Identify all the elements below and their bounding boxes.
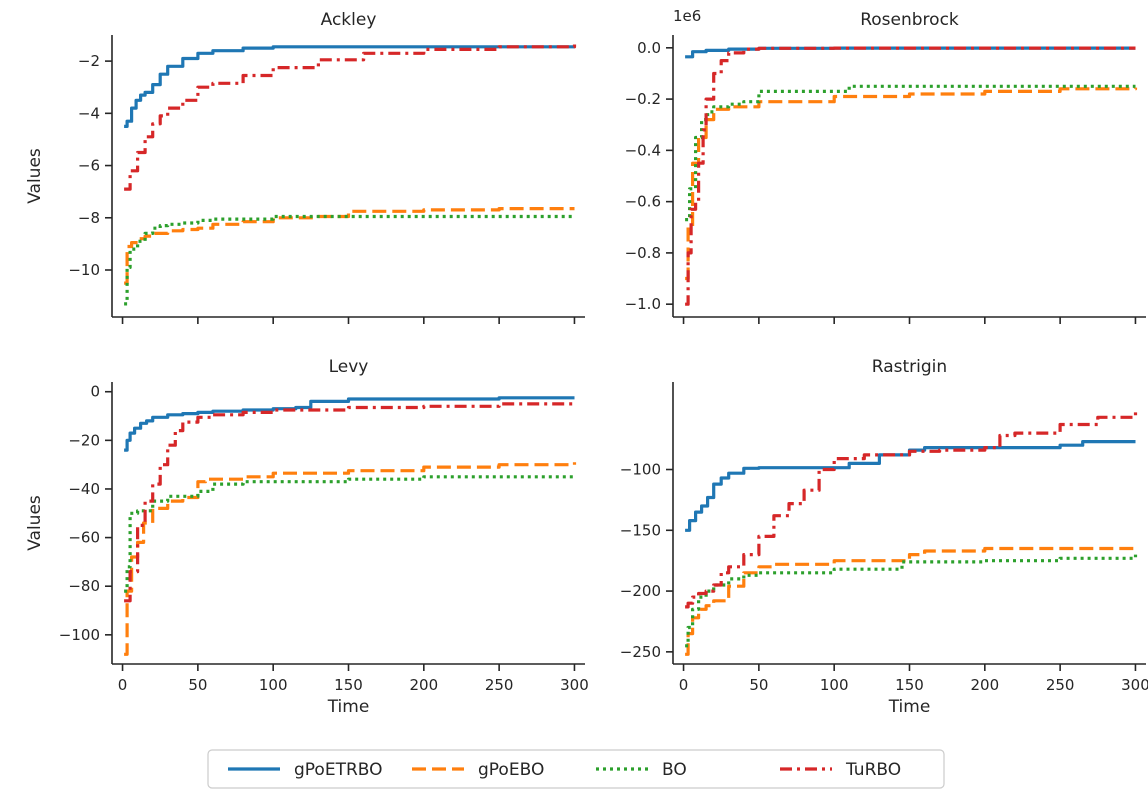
series-line-bo xyxy=(124,214,575,306)
subplot-title: Levy xyxy=(329,357,369,377)
axis-offset-text: 1e6 xyxy=(673,7,701,25)
y-tick-label: −8 xyxy=(78,209,100,227)
x-tick-label: 250 xyxy=(485,676,514,694)
series-line-gpoebo xyxy=(685,87,1138,281)
y-tick-label: −0.2 xyxy=(625,90,661,108)
y-tick-label: −20 xyxy=(68,431,100,449)
y-tick-label: −4 xyxy=(78,104,100,122)
series-line-turbo xyxy=(124,42,577,191)
subplot-ackley: Ackley −10 −8 −6 −4 −2 Values xyxy=(25,10,585,324)
legend-label: gPoEBO xyxy=(478,760,544,780)
x-tick-label: 250 xyxy=(1046,676,1075,694)
y-tick-label: −6 xyxy=(78,157,100,175)
legend-label: TuRBO xyxy=(845,760,901,780)
y-tick-label: −10 xyxy=(68,261,100,279)
series-line-gpoetrbo xyxy=(124,45,575,128)
series-line-turbo xyxy=(685,412,1138,609)
x-tick-label: 300 xyxy=(560,676,589,694)
x-tick-label: 150 xyxy=(334,676,363,694)
x-axis-label: Time xyxy=(327,697,370,717)
y-tick-label: −250 xyxy=(620,643,661,661)
subplot-rastrigin: Rastrigin −250 −200 −150 −100 0 50 100 150 200 250… xyxy=(620,357,1148,717)
y-tick-label: −200 xyxy=(620,582,661,600)
x-tick-label: 0 xyxy=(118,676,128,694)
x-tick-label: 50 xyxy=(749,676,768,694)
y-axis-label: Values xyxy=(25,148,45,204)
subplot-rosenbrock: Rosenbrock −1.0 −0.8 −0.6 −0.4 −0.2 0.0 1e6 xyxy=(625,7,1146,324)
series-line-bo xyxy=(124,475,575,593)
y-tick-label: −100 xyxy=(620,461,661,479)
series-line-gpoetrbo xyxy=(124,396,575,452)
x-tick-label: 300 xyxy=(1121,676,1148,694)
x-tick-label: 150 xyxy=(895,676,924,694)
legend-label: gPoETRBO xyxy=(294,760,383,780)
subplot-grid: Ackley −10 −8 −6 −4 −2 Values Rosenbrock −1.0 −0.… xyxy=(25,7,1148,717)
y-tick-label: −100 xyxy=(59,626,100,644)
y-tick-label: −0.6 xyxy=(625,193,661,211)
legend-label: BO xyxy=(662,760,687,780)
series-line-gpoebo xyxy=(124,462,577,656)
y-tick-label: 0 xyxy=(90,383,100,401)
subplot-title: Ackley xyxy=(321,10,377,30)
subplot-title: Rastrigin xyxy=(872,357,947,377)
x-tick-label: 50 xyxy=(188,676,207,694)
series-line-gpoebo xyxy=(685,546,1136,656)
x-tick-label: 0 xyxy=(679,676,689,694)
subplot-title: Rosenbrock xyxy=(860,10,959,30)
y-tick-label: −0.8 xyxy=(625,244,661,262)
legend: gPoETRBO gPoEBO BO TuRBO xyxy=(207,749,945,789)
x-axis-label: Time xyxy=(888,697,931,717)
series-line-turbo xyxy=(685,46,1136,306)
series-line-bo xyxy=(685,84,1136,222)
y-tick-label: −80 xyxy=(68,577,100,595)
x-tick-label: 100 xyxy=(259,676,288,694)
series-line-gpoetrbo xyxy=(685,440,1136,532)
y-tick-label: −150 xyxy=(620,521,661,539)
y-tick-label: −60 xyxy=(68,529,100,547)
x-tick-label: 100 xyxy=(820,676,849,694)
y-tick-label: −0.4 xyxy=(625,141,661,159)
x-tick-label: 200 xyxy=(970,676,999,694)
y-tick-label: −1.0 xyxy=(625,295,661,313)
legend-frame xyxy=(207,749,945,789)
y-tick-label: 0.0 xyxy=(637,39,661,57)
y-axis-label: Values xyxy=(25,495,45,551)
x-tick-label: 200 xyxy=(409,676,438,694)
y-tick-label: −2 xyxy=(78,52,100,70)
y-tick-label: −40 xyxy=(68,480,100,498)
subplot-levy: Levy −100 −80 −60 −40 −20 0 0 50 100 150 200 250 300 T… xyxy=(25,357,589,717)
series-line-gpoebo xyxy=(124,207,575,285)
series-line-turbo xyxy=(124,401,577,603)
series-line-bo xyxy=(685,554,1138,648)
